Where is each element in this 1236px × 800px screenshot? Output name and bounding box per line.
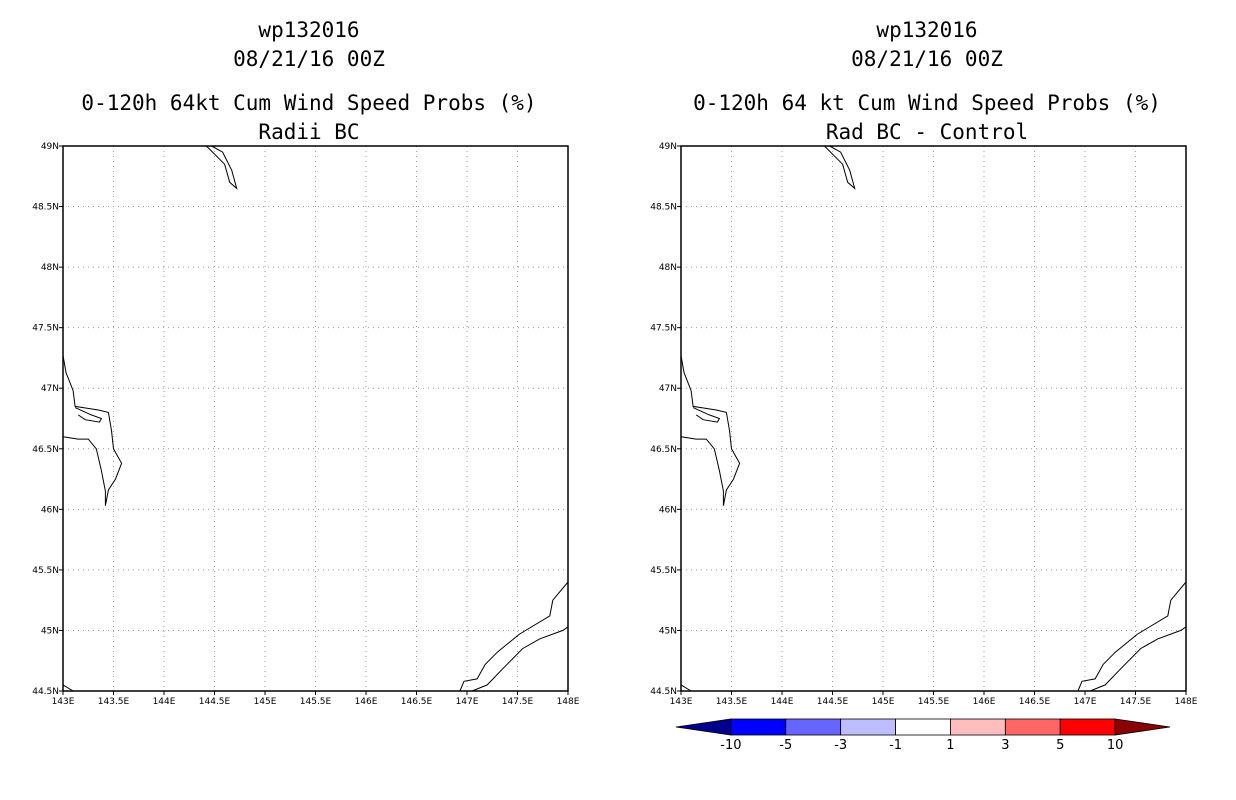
y-tick-label: 46N	[41, 505, 59, 515]
colorbar-label: -5	[779, 738, 792, 753]
x-tick-label: 143E	[52, 697, 75, 707]
map-title: 0-120h 64 kt Cum Wind Speed Probs (%)	[693, 91, 1161, 115]
colorbar-label: 1	[946, 738, 954, 753]
y-tick-label: 49N	[41, 142, 59, 152]
y-tick-label: 45N	[41, 626, 59, 636]
y-tick-label: 46N	[659, 505, 677, 515]
coastline	[1077, 581, 1187, 692]
map-subtitle: Rad BC - Control	[825, 120, 1029, 144]
x-tick-label: 143.5E	[98, 697, 130, 707]
colorbar-swatch	[730, 718, 787, 736]
y-tick-label: 47.5N	[650, 324, 677, 334]
x-tick-label: 144E	[153, 697, 176, 707]
y-tick-label: 44.5N	[32, 687, 59, 697]
colorbar-label: 10	[1107, 738, 1124, 753]
panel-rad-bc-minus-control: wp132016 08/21/16 00Z 0-120h 64 kt Cum W…	[618, 0, 1236, 800]
x-tick-label: 147.5E	[1120, 697, 1152, 707]
x-tick-label: 143E	[670, 697, 693, 707]
coastline	[471, 626, 569, 692]
x-tick-label: 143.5E	[716, 697, 748, 707]
map-title: 0-120h 64kt Cum Wind Speed Probs (%)	[81, 91, 537, 115]
colorbar-swatch	[1059, 718, 1116, 736]
x-tick-label: 148E	[557, 697, 580, 707]
x-tick-label: 148E	[1175, 697, 1198, 707]
y-tick-label: 45.5N	[650, 566, 677, 576]
colorbar-swatch	[1004, 718, 1061, 736]
colorbar-swatch	[785, 718, 842, 736]
coastline	[680, 355, 741, 506]
colorbar-label: -10	[720, 738, 741, 753]
storm-id: wp132016	[876, 18, 978, 42]
x-tick-label: 144E	[771, 697, 794, 707]
storm-id: wp132016	[258, 18, 360, 42]
coastline	[692, 407, 721, 423]
y-tick-label: 47N	[659, 384, 677, 394]
y-tick-label: 47.5N	[32, 324, 59, 334]
y-tick-label: 45N	[659, 626, 677, 636]
datetime: 08/21/16 00Z	[233, 47, 385, 71]
x-tick-label: 145.5E	[918, 697, 950, 707]
colorbar-label: 3	[1001, 738, 1009, 753]
coastline	[824, 145, 856, 190]
x-tick-label: 146.5E	[1019, 697, 1051, 707]
y-tick-label: 49N	[659, 142, 677, 152]
x-tick-label: 147E	[1074, 697, 1097, 707]
panel-radii-bc: wp132016 08/21/16 00Z 0-120h 64kt Cum Wi…	[32, 18, 580, 707]
colorbar-swatch	[895, 718, 951, 736]
x-tick-label: 145E	[254, 697, 277, 707]
x-tick-label: 147E	[456, 697, 479, 707]
map-frame	[680, 145, 1187, 692]
y-tick-label: 46.5N	[650, 445, 677, 455]
x-tick-label: 144.5E	[817, 697, 849, 707]
coastline	[206, 145, 238, 190]
y-tick-label: 48.5N	[32, 203, 59, 213]
x-tick-label: 144.5E	[199, 697, 231, 707]
map-frame	[62, 145, 569, 692]
x-tick-label: 146.5E	[401, 697, 433, 707]
y-tick-label: 48.5N	[650, 203, 677, 213]
x-tick-label: 146E	[355, 697, 378, 707]
datetime: 08/21/16 00Z	[851, 47, 1003, 71]
coastline	[459, 581, 569, 692]
y-tick-label: 48N	[41, 263, 59, 273]
colorbar: -10 -5 -3 -1 1 3 5 10	[675, 718, 1171, 753]
coastline	[74, 407, 103, 423]
y-tick-label: 45.5N	[32, 566, 59, 576]
colorbar-swatch	[675, 718, 732, 736]
map-subtitle: Radii BC	[258, 120, 360, 144]
colorbar-swatch	[950, 718, 1006, 736]
colorbar-label: -3	[834, 738, 847, 753]
colorbar-label: -1	[889, 738, 902, 753]
y-tick-label: 44.5N	[650, 687, 677, 697]
coastline	[1089, 626, 1187, 692]
x-tick-label: 145.5E	[300, 697, 332, 707]
colorbar-swatch	[1114, 718, 1171, 736]
map-plot-left: 143E 143.5E 144E 144.5E 145E 145.5E 146E 146.5E…	[32, 142, 580, 707]
coastline	[62, 355, 123, 506]
y-tick-label: 46.5N	[32, 445, 59, 455]
colorbar-swatch	[840, 718, 896, 736]
x-tick-label: 146E	[973, 697, 996, 707]
coastline	[680, 684, 692, 692]
y-tick-label: 47N	[41, 384, 59, 394]
x-tick-label: 145E	[872, 697, 895, 707]
y-tick-label: 48N	[659, 263, 677, 273]
coastline	[62, 684, 74, 692]
colorbar-label: 5	[1056, 738, 1064, 753]
map-plot-right: 143E 143.5E 144E 144.5E 145E 145.5E 146E 146.5E…	[650, 142, 1198, 753]
x-tick-label: 147.5E	[502, 697, 534, 707]
